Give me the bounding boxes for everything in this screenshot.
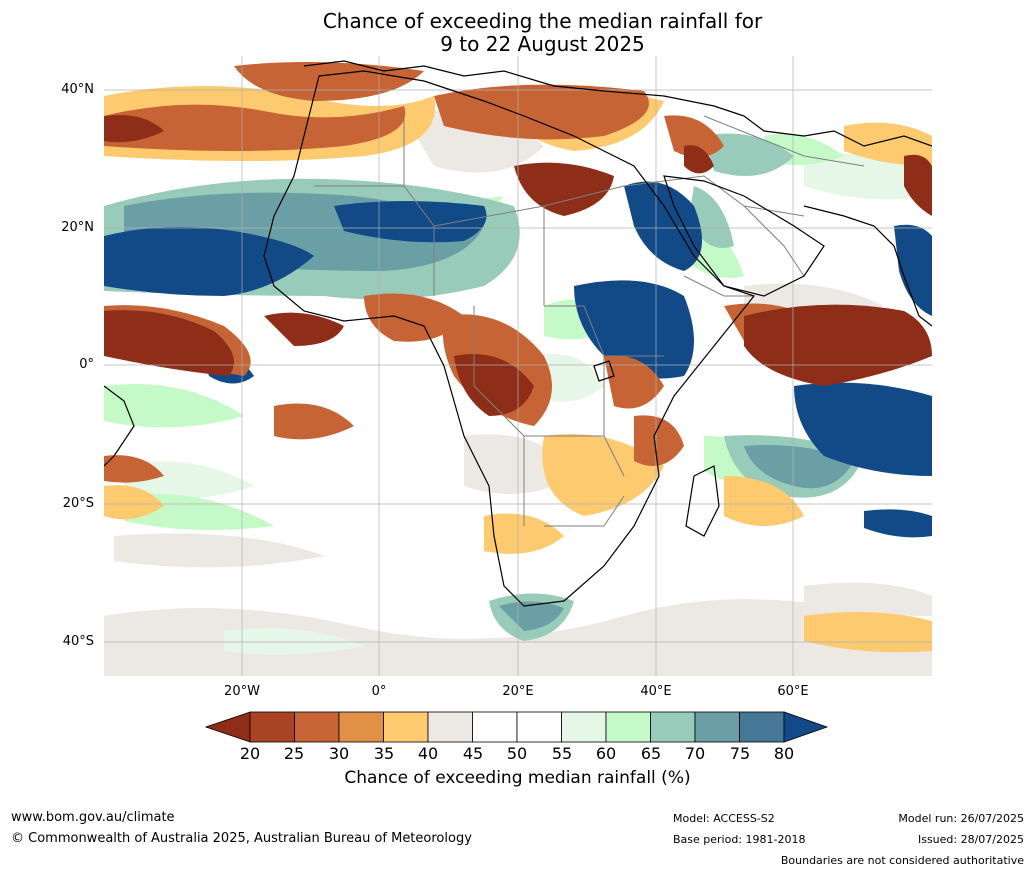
footer-base-period: Base period: 1981-2018 — [673, 833, 806, 846]
colorbar-tick: 80 — [773, 744, 795, 763]
colorbar-tick: 25 — [283, 744, 305, 763]
lon-label-20w: 20°W — [224, 684, 260, 699]
rainfall-map — [104, 56, 932, 676]
title-line-2: 9 to 22 August 2025 — [440, 32, 645, 56]
colorbar-tick: 50 — [506, 744, 528, 763]
footer-copyright: © Commonwealth of Australia 2025, Austra… — [11, 831, 472, 846]
colorbar-tick: 35 — [373, 744, 395, 763]
colorbar — [205, 711, 829, 743]
footer-disclaimer: Boundaries are not considered authoritat… — [780, 854, 1024, 867]
lat-label-20n: 20°N — [61, 220, 94, 235]
colorbar-segment — [561, 711, 607, 743]
lat-label-0: 0° — [79, 357, 94, 372]
footer-model-run: Model run: 26/07/2025 — [898, 812, 1024, 825]
colorbar-label: Chance of exceeding median rainfall (%) — [344, 768, 691, 788]
colorbar-tick: 75 — [729, 744, 751, 763]
footer-issued: Issued: 28/07/2025 — [917, 833, 1024, 846]
colorbar-tick: 20 — [239, 744, 261, 763]
colorbar-extend-low — [205, 711, 251, 743]
colorbar-segment — [249, 711, 295, 743]
lon-label-40e: 40°E — [640, 684, 672, 699]
colorbar-segment — [694, 711, 740, 743]
coastlines — [104, 60, 932, 607]
colorbar-segment — [650, 711, 696, 743]
lat-label-40s: 40°S — [62, 634, 94, 649]
colorbar-segment — [739, 711, 785, 743]
colorbar-segment — [472, 711, 518, 743]
colorbar-segment — [383, 711, 429, 743]
lon-label-0: 0° — [371, 684, 387, 699]
band-above-75 — [104, 181, 932, 538]
colorbar-tick: 55 — [551, 744, 573, 763]
colorbar-segment — [427, 711, 473, 743]
lat-label-40n: 40°N — [61, 82, 94, 97]
lon-label-20e: 20°E — [502, 684, 534, 699]
map-canvas — [104, 56, 932, 676]
colorbar-segment — [294, 711, 340, 743]
footer-website: www.bom.gov.au/climate — [11, 810, 175, 825]
chart-title: Chance of exceeding the median rainfall … — [0, 10, 1035, 56]
colorbar-segment — [605, 711, 651, 743]
colorbar-tick: 30 — [328, 744, 350, 763]
footer-model: Model: ACCESS-S2 — [673, 812, 775, 825]
graticule — [104, 56, 932, 676]
colorbar-segment — [338, 711, 384, 743]
colorbar-tick: 70 — [684, 744, 706, 763]
lon-label-60e: 60°E — [777, 684, 809, 699]
title-line-1: Chance of exceeding the median rainfall … — [322, 9, 763, 33]
lat-label-20s: 20°S — [62, 496, 94, 511]
colorbar-extend-high — [783, 711, 829, 743]
colorbar-tick: 40 — [417, 744, 439, 763]
colorbar-tick: 45 — [462, 744, 484, 763]
colorbar-tick: 65 — [640, 744, 662, 763]
colorbar-tick: 60 — [595, 744, 617, 763]
colorbar-segment — [516, 711, 562, 743]
country-borders — [314, 115, 865, 527]
